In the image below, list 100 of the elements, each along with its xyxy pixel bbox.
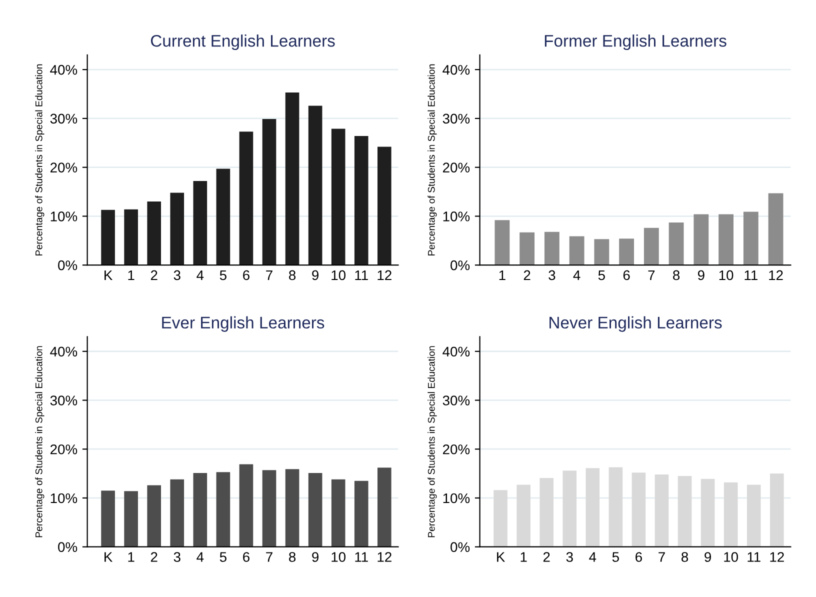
y-tick-label: 30% [442,396,470,406]
y-axis-title: Percentage of Students in Special Education [35,64,44,256]
x-tick-label: 5 [598,270,605,280]
bar [377,468,392,547]
bar [694,214,709,266]
x-tick-label: 3 [548,270,556,280]
bar [770,474,784,547]
y-tick-label: 0% [58,542,78,552]
x-tick-label: 9 [312,270,319,280]
x-tick-label: K [104,552,113,562]
x-tick-label: 7 [266,270,272,280]
bar [101,490,115,547]
bar [285,469,300,547]
bar [124,209,138,266]
y-tick-label: 10% [50,212,78,222]
x-tick-label: 8 [682,552,688,562]
bar [170,192,184,266]
bar [285,92,300,266]
chart-title: Ever English Learners [162,316,324,332]
x-tick-label: 3 [566,552,573,562]
y-tick-label: 0% [450,542,470,552]
x-tick-label: 1 [128,552,134,562]
x-tick-label: 4 [196,552,204,562]
x-tick-label: 3 [174,270,180,280]
x-tick-label: 2 [543,552,550,562]
x-tick-label: 5 [220,270,226,280]
bar [516,484,530,547]
x-tick-label: 2 [524,270,530,280]
bar [746,484,761,547]
y-tick-label: 30% [50,396,78,406]
x-tick-label: 12 [378,270,392,280]
y-axis-title: Percentage of Students in Special Education [428,346,437,538]
bar [193,181,208,266]
bar [331,128,346,266]
bar [193,473,208,547]
x-tick-label: 10 [332,552,346,562]
x-tick-label: 10 [332,270,346,280]
bar [562,470,577,547]
x-tick-label: 11 [355,270,368,280]
x-tick-label: 4 [573,270,580,280]
y-tick-label: 0% [58,260,78,270]
bar [520,232,535,266]
bar [354,480,368,547]
x-tick-label: 6 [243,270,250,280]
bar [608,467,623,547]
x-tick-label: K [497,552,506,562]
y-tick-label: 0% [450,260,470,270]
y-axis-title: Percentage of Students in Special Education [428,64,437,256]
bar [147,485,162,547]
bar [262,118,276,266]
x-tick-label: 1 [128,270,134,280]
y-tick-label: 10% [443,493,470,504]
chart-title: Current English Learners [150,34,335,50]
bar [494,220,510,266]
bar [632,472,646,547]
bar [216,472,230,547]
x-tick-label: 5 [612,552,619,562]
bar [654,474,669,547]
x-tick-label: 12 [769,270,783,280]
y-tick-label: 20% [50,444,78,454]
bar [700,478,715,547]
x-tick-label: 7 [648,270,655,280]
x-tick-label: 9 [312,552,319,562]
bar [147,202,162,266]
bar [540,478,554,547]
bar [216,168,230,266]
bar [331,479,346,547]
x-tick-label: 10 [719,270,734,280]
bar [619,238,634,266]
y-tick-label: 20% [50,162,78,172]
x-tick-label: 4 [589,552,596,562]
x-tick-label: 5 [220,552,226,562]
chart-title: Never English Learners [550,316,722,332]
y-axis-title: Percentage of Students in Special Education [35,346,44,538]
bar [308,106,322,266]
bar [239,464,254,547]
bar [544,232,560,266]
bar [569,236,584,266]
y-tick-label: 40% [50,346,78,357]
y-tick-label: 10% [443,212,470,222]
bar [239,132,254,266]
x-tick-label: 6 [636,552,642,562]
x-tick-label: 1 [499,270,506,280]
x-tick-label: 7 [658,552,665,562]
bar [768,193,784,266]
y-tick-label: 40% [442,64,470,75]
bar [594,239,610,266]
bar [170,479,184,547]
y-tick-label: 30% [442,114,470,124]
bar [494,490,508,547]
bar [124,491,138,547]
x-tick-label: 6 [623,270,630,280]
bar [644,228,659,266]
x-tick-label: 6 [243,552,250,562]
x-tick-label: 8 [289,270,296,280]
x-tick-label: 4 [196,270,204,280]
x-tick-label: 1 [520,552,527,562]
bar [668,222,684,266]
x-tick-label: 8 [289,552,296,562]
chart-title: Former English Learners [544,34,726,50]
